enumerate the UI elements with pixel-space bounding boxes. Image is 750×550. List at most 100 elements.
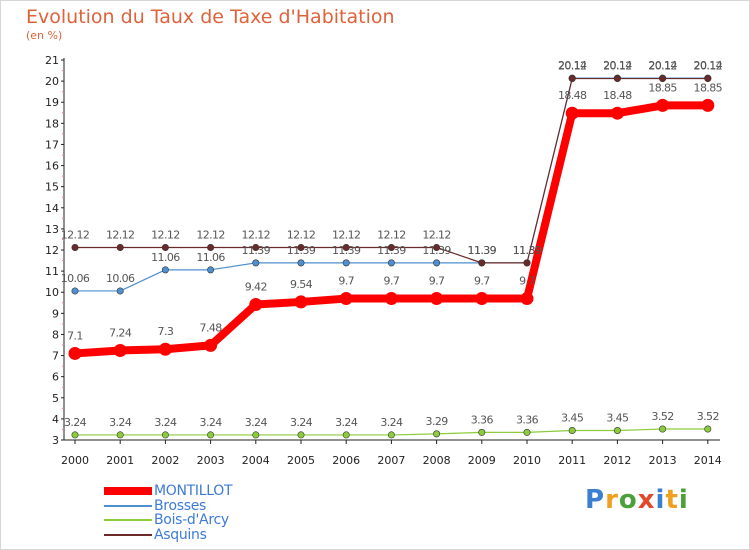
series-points bbox=[68, 74, 715, 439]
y-tick-label: 9 bbox=[52, 307, 59, 320]
data-point-brosses bbox=[116, 287, 124, 295]
data-point-asquins bbox=[342, 243, 350, 251]
data-point-bois-d-arcy bbox=[71, 431, 79, 439]
data-point-asquins bbox=[161, 243, 169, 251]
data-label-bois-d-arcy: 3.24 bbox=[290, 416, 313, 429]
data-label-asquins: 12.12 bbox=[151, 228, 180, 241]
data-point-asquins bbox=[613, 75, 621, 83]
data-label-montillot: 7.1 bbox=[67, 329, 83, 342]
data-point-brosses bbox=[297, 259, 305, 267]
logo-letter: i bbox=[655, 485, 666, 515]
data-label-bois-d-arcy: 3.24 bbox=[200, 416, 223, 429]
data-point-brosses bbox=[71, 287, 79, 295]
x-tick-label: 2000 bbox=[61, 454, 89, 467]
data-point-bois-d-arcy bbox=[568, 426, 576, 434]
data-point-asquins bbox=[704, 75, 712, 83]
data-point-montillot bbox=[158, 342, 172, 356]
data-label-brosses: 20.14 bbox=[603, 59, 632, 72]
data-label-asquins: 12.12 bbox=[377, 228, 406, 241]
data-label-brosses: 20.14 bbox=[648, 59, 677, 72]
y-tick-label: 20 bbox=[45, 75, 59, 88]
y-tick-label: 7 bbox=[52, 350, 59, 363]
data-label-bois-d-arcy: 3.36 bbox=[471, 413, 494, 426]
data-label-bois-d-arcy: 3.52 bbox=[697, 410, 719, 423]
data-point-montillot bbox=[475, 292, 489, 306]
data-label-montillot: 18.48 bbox=[558, 89, 587, 102]
logo-letter: P bbox=[585, 485, 606, 515]
chart-subtitle: (en %) bbox=[26, 29, 63, 42]
data-point-montillot bbox=[113, 343, 127, 357]
data-label-bois-d-arcy: 3.24 bbox=[335, 416, 358, 429]
data-point-montillot bbox=[520, 292, 534, 306]
y-tick-label: 4 bbox=[52, 413, 59, 426]
x-tick-label: 2008 bbox=[423, 454, 451, 467]
data-label-montillot: 9.7 bbox=[474, 275, 490, 288]
y-tick-label: 21 bbox=[45, 54, 59, 67]
data-point-bois-d-arcy bbox=[342, 431, 350, 439]
y-tick-label: 8 bbox=[52, 328, 59, 341]
data-point-montillot bbox=[701, 98, 715, 112]
data-point-asquins bbox=[297, 243, 305, 251]
data-point-montillot bbox=[204, 338, 218, 352]
data-label-montillot: 9.42 bbox=[245, 280, 267, 293]
data-label-brosses: 11.06 bbox=[196, 251, 225, 264]
x-tick-label: 2010 bbox=[513, 454, 541, 467]
logo-letter: t bbox=[665, 485, 679, 515]
data-label-brosses: 11.39 bbox=[287, 244, 316, 257]
data-label-brosses: 11.39 bbox=[377, 244, 406, 257]
x-tick-label: 2011 bbox=[558, 454, 586, 467]
y-tick-label: 14 bbox=[45, 202, 59, 215]
x-tick-label: 2004 bbox=[242, 454, 270, 467]
data-label-asquins: 20.12 bbox=[558, 60, 587, 73]
data-label-asquins: 12.12 bbox=[242, 228, 271, 241]
data-point-brosses bbox=[252, 259, 260, 267]
data-label-asquins: 11.39 bbox=[513, 244, 542, 257]
x-tick-label: 2002 bbox=[151, 454, 179, 467]
logo-letter: i bbox=[678, 485, 689, 515]
data-point-montillot bbox=[249, 297, 263, 311]
data-point-montillot bbox=[430, 292, 444, 306]
data-label-bois-d-arcy: 3.52 bbox=[652, 410, 674, 423]
data-point-asquins bbox=[478, 259, 486, 267]
data-label-asquins: 20.12 bbox=[603, 60, 632, 73]
legend-swatch-bois-d-arcy bbox=[104, 519, 152, 521]
data-point-asquins bbox=[71, 243, 79, 251]
data-label-brosses: 10.06 bbox=[61, 272, 90, 285]
y-tick-label: 6 bbox=[52, 371, 59, 384]
legend-swatch-brosses bbox=[104, 504, 152, 507]
data-point-bois-d-arcy bbox=[207, 431, 215, 439]
data-point-asquins bbox=[523, 259, 531, 267]
x-tick-label: 2013 bbox=[649, 454, 677, 467]
data-label-brosses: 11.39 bbox=[422, 244, 451, 257]
data-point-montillot bbox=[294, 295, 308, 309]
data-label-brosses: 20.14 bbox=[694, 59, 723, 72]
legend-label-montillot: MONTILLOT bbox=[154, 483, 233, 499]
data-label-montillot: 18.85 bbox=[694, 81, 723, 94]
y-tick-label: 16 bbox=[45, 160, 59, 173]
data-label-asquins: 12.12 bbox=[332, 228, 361, 241]
data-point-montillot bbox=[565, 106, 579, 120]
data-labels: 7.1 7.24 7.3 7.48 9.42 9.54 9.7 9.7 9.7 9.7 9.7 18.… bbox=[61, 59, 723, 429]
data-label-montillot: 9.7 bbox=[338, 275, 354, 288]
y-tick-label: 12 bbox=[45, 244, 59, 257]
data-label-asquins: 20.12 bbox=[694, 60, 723, 73]
data-label-brosses: 10.06 bbox=[106, 272, 135, 285]
data-label-brosses: 11.06 bbox=[151, 251, 180, 264]
legend-swatch-asquins bbox=[104, 533, 152, 536]
axes: 3 4 5 6 7 8 9 10 11 12 13 14 15 16 17 18 19 20 21 2000 2001 2… bbox=[45, 54, 722, 467]
data-point-montillot bbox=[384, 292, 398, 306]
data-point-asquins bbox=[568, 75, 576, 83]
data-label-bois-d-arcy: 3.24 bbox=[380, 416, 403, 429]
data-label-brosses: 11.39 bbox=[242, 244, 271, 257]
x-tick-label: 2003 bbox=[197, 454, 225, 467]
data-point-brosses bbox=[207, 266, 215, 274]
x-tick-label: 2005 bbox=[287, 454, 315, 467]
data-point-brosses bbox=[433, 259, 441, 267]
y-tick-label: 15 bbox=[45, 181, 59, 194]
data-point-bois-d-arcy bbox=[613, 426, 621, 434]
x-tick-label: 2009 bbox=[468, 454, 496, 467]
data-point-bois-d-arcy bbox=[704, 425, 712, 433]
data-label-bois-d-arcy: 3.45 bbox=[606, 412, 629, 425]
